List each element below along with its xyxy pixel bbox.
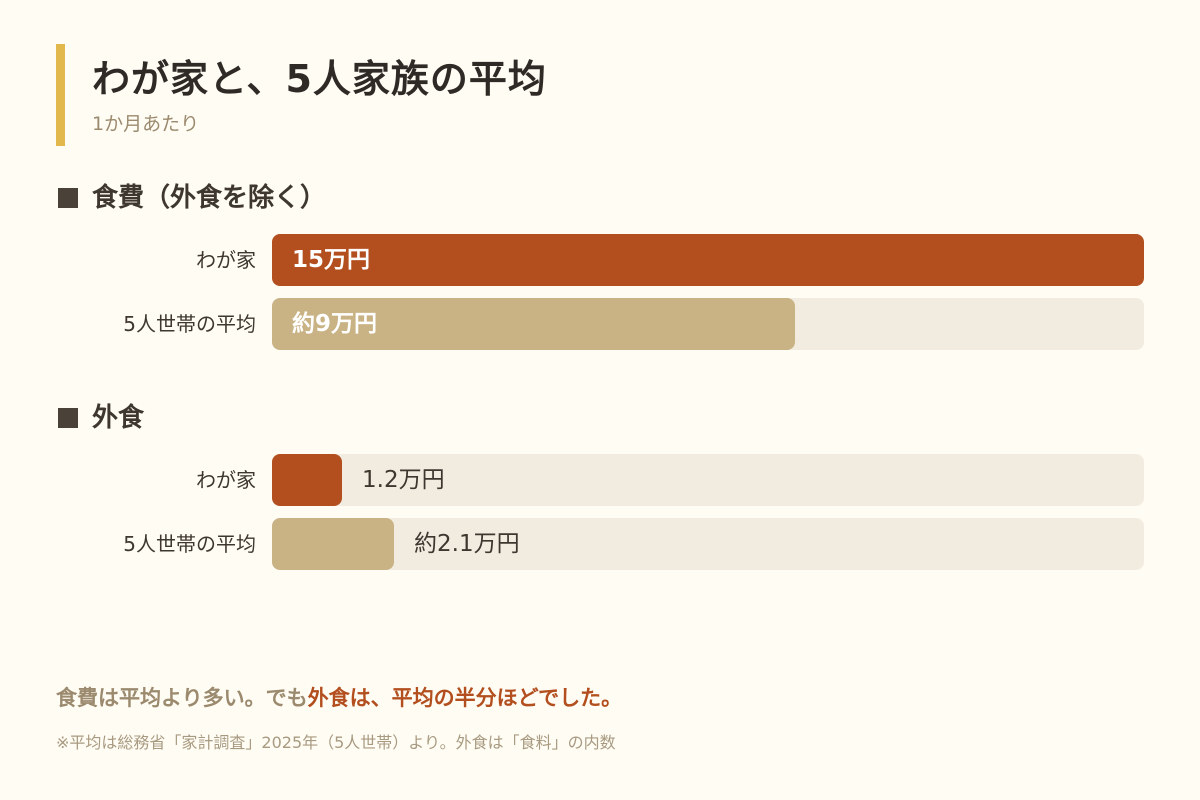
bar-value-label: 15万円 (292, 247, 371, 273)
bar-track: 1.2万円 (272, 454, 1144, 506)
square-bullet-icon (58, 408, 78, 428)
bar-row: 5人世帯の平均 約2.1万円 (0, 518, 1200, 570)
footnote: ※平均は総務省「家計調査」2025年（5人世帯）より。外食は「食料」の内数 (56, 733, 616, 752)
bar-track: 約9万円 (272, 298, 1144, 350)
bar-category-label: 5人世帯の平均 (123, 312, 256, 336)
conclusion-plain: 食費は平均より多い。でも (56, 686, 308, 710)
bar-row: わが家 1.2万円 (0, 454, 1200, 506)
bar-value-label: 約2.1万円 (414, 531, 520, 557)
section-title-eating-out: 外食 (58, 402, 144, 434)
bar-value-label: 約9万円 (292, 311, 378, 337)
bar-value-label: 1.2万円 (362, 467, 445, 493)
section-title-eating-out-text: 外食 (92, 403, 145, 433)
conclusion-highlight: 外食は、平均の半分ほどでした。 (307, 686, 623, 710)
bar-ours-food: 15万円 (272, 234, 1144, 286)
bar-average-eating-out (272, 518, 394, 570)
page-subtitle: 1か月あたり (92, 113, 200, 135)
header: わが家と、5人家族の平均 1か月あたり (56, 44, 547, 146)
bar-ours-eating-out (272, 454, 342, 506)
bar-category-label: 5人世帯の平均 (123, 532, 256, 556)
section-title-food: 食費（外食を除く） (58, 182, 326, 214)
bar-track: 約2.1万円 (272, 518, 1144, 570)
bar-row: 5人世帯の平均 約9万円 (0, 298, 1200, 350)
page-title: わが家と、5人家族の平均 (92, 57, 547, 101)
conclusion-text: 食費は平均より多い。でも外食は、平均の半分ほどでした。 (56, 682, 622, 714)
square-bullet-icon (58, 188, 78, 208)
bar-category-label: わが家 (196, 248, 256, 272)
bar-row: わが家 15万円 (0, 234, 1200, 286)
bar-category-label: わが家 (196, 468, 256, 492)
section-title-food-text: 食費（外食を除く） (92, 183, 327, 213)
bar-average-food: 約9万円 (272, 298, 795, 350)
bar-track: 15万円 (272, 234, 1144, 286)
